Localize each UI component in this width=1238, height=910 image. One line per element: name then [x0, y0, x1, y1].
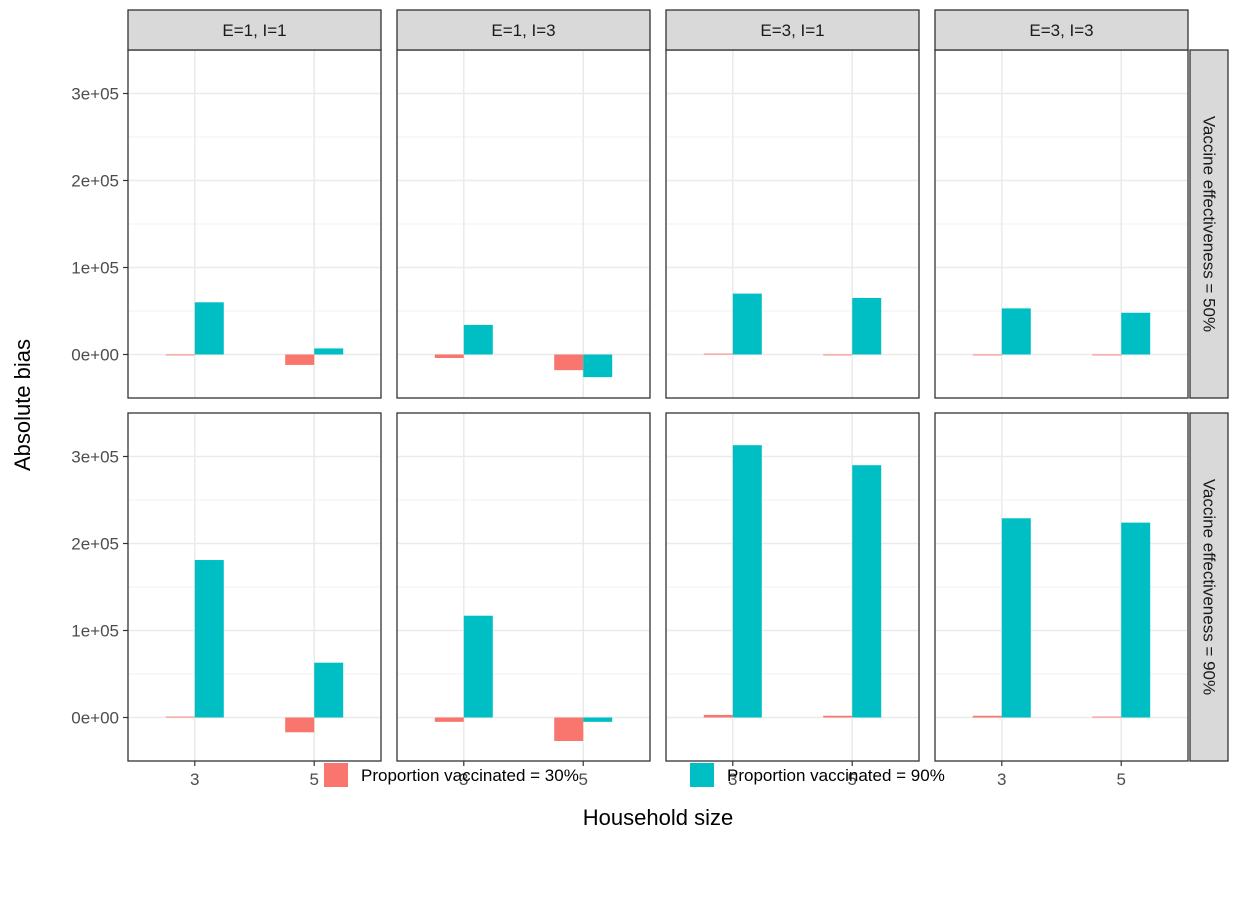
- bar-vaccinated-90-hh5: [1121, 522, 1151, 718]
- bar-vaccinated-30-hh5: [1092, 716, 1122, 718]
- facet-column-label: E=3, I=3: [1029, 21, 1093, 40]
- bar-vaccinated-30-hh5: [823, 354, 853, 356]
- bar-vaccinated-30-hh3: [972, 354, 1002, 356]
- bar-vaccinated-30-hh3: [972, 715, 1002, 718]
- bar-vaccinated-90-hh5: [314, 662, 344, 718]
- facet-strip-right: [1189, 412, 1229, 762]
- facet-panel-r1-c3: [665, 49, 920, 399]
- facet-strip-top: [396, 9, 651, 51]
- facet-panel-r2-c3: [665, 412, 920, 762]
- bar-vaccinated-90-hh5: [583, 354, 613, 378]
- x-tick-label: 3: [728, 770, 737, 789]
- facet-column-label: E=1, I=1: [222, 21, 286, 40]
- legend-swatch: [690, 763, 714, 787]
- x-tick-label: 5: [847, 770, 856, 789]
- bar-vaccinated-90-hh3: [732, 445, 762, 718]
- x-axis-title: Household size: [583, 805, 733, 830]
- facet-panel-r2-c1: [127, 412, 382, 762]
- x-tick-label: 5: [1116, 770, 1125, 789]
- bar-vaccinated-90-hh5: [852, 465, 882, 718]
- facet-panel-r2-c4: [934, 412, 1189, 762]
- x-tick-label: 5: [578, 770, 587, 789]
- x-tick-label: 3: [997, 770, 1006, 789]
- legend-label: Proportion vaccinated = 90%: [727, 766, 945, 785]
- bar-vaccinated-30-hh3: [703, 714, 733, 718]
- facet-panel-r1-c1: [127, 49, 382, 399]
- legend: Proportion vaccinated = 30% Proportion va…: [324, 763, 945, 787]
- panel-border: [396, 412, 651, 762]
- facet-panel-r2-c2: [396, 412, 651, 762]
- x-tick-label: 3: [459, 770, 468, 789]
- bar-vaccinated-30-hh5: [554, 717, 584, 741]
- bar-vaccinated-30-hh5: [554, 354, 584, 371]
- y-tick-label: 0e+00: [71, 346, 119, 365]
- bar-vaccinated-30-hh5: [285, 354, 315, 365]
- facet-strip-top: [127, 9, 382, 51]
- bar-vaccinated-30-hh5: [823, 715, 853, 718]
- y-tick-label: 3e+05: [71, 85, 119, 104]
- bar-vaccinated-90-hh5: [1121, 312, 1151, 355]
- panel-border: [934, 412, 1189, 762]
- bar-vaccinated-30-hh3: [434, 717, 464, 722]
- facet-strip-top: [934, 9, 1189, 51]
- bar-vaccinated-90-hh3: [194, 302, 224, 355]
- bar-vaccinated-90-hh5: [583, 717, 613, 722]
- y-tick-label: 0e+00: [71, 709, 119, 728]
- bar-vaccinated-90-hh3: [1001, 518, 1031, 718]
- y-tick-label: 3e+05: [71, 448, 119, 467]
- bar-vaccinated-30-hh5: [285, 717, 315, 733]
- panel-border: [665, 412, 920, 762]
- x-tick-label: 3: [190, 770, 199, 789]
- y-tick-label: 2e+05: [71, 172, 119, 191]
- facet-strip-top: [665, 9, 920, 51]
- y-axis-title: Absolute bias: [10, 339, 35, 471]
- bar-vaccinated-30-hh3: [434, 354, 464, 358]
- facet-panel-r1-c4: [934, 49, 1189, 399]
- bar-vaccinated-90-hh3: [1001, 308, 1031, 355]
- bar-vaccinated-90-hh3: [463, 324, 493, 355]
- y-tick-label: 1e+05: [71, 259, 119, 278]
- bar-vaccinated-30-hh3: [165, 716, 195, 718]
- facet-column-label: E=1, I=3: [491, 21, 555, 40]
- legend-swatch: [324, 763, 348, 787]
- bar-vaccinated-30-hh5: [1092, 354, 1122, 356]
- facet-panel-r1-c2: [396, 49, 651, 399]
- bar-vaccinated-90-hh3: [194, 560, 224, 718]
- legend-label: Proportion vaccinated = 30%: [361, 766, 579, 785]
- facet-strip-right: [1189, 49, 1229, 399]
- x-tick-label: 5: [309, 770, 318, 789]
- panel-border: [127, 412, 382, 762]
- facet-column-label: E=3, I=1: [760, 21, 824, 40]
- facet-row-label: Vaccine effectiveness = 50%: [1200, 116, 1219, 332]
- bar-vaccinated-30-hh3: [165, 354, 195, 356]
- bar-vaccinated-90-hh5: [314, 348, 344, 355]
- y-tick-label: 1e+05: [71, 622, 119, 641]
- bar-vaccinated-90-hh3: [732, 293, 762, 355]
- facet-row-label: Vaccine effectiveness = 90%: [1200, 479, 1219, 695]
- bar-vaccinated-90-hh5: [852, 297, 882, 355]
- bar-vaccinated-30-hh3: [703, 353, 733, 355]
- y-tick-label: 2e+05: [71, 535, 119, 554]
- bar-vaccinated-90-hh3: [463, 615, 493, 718]
